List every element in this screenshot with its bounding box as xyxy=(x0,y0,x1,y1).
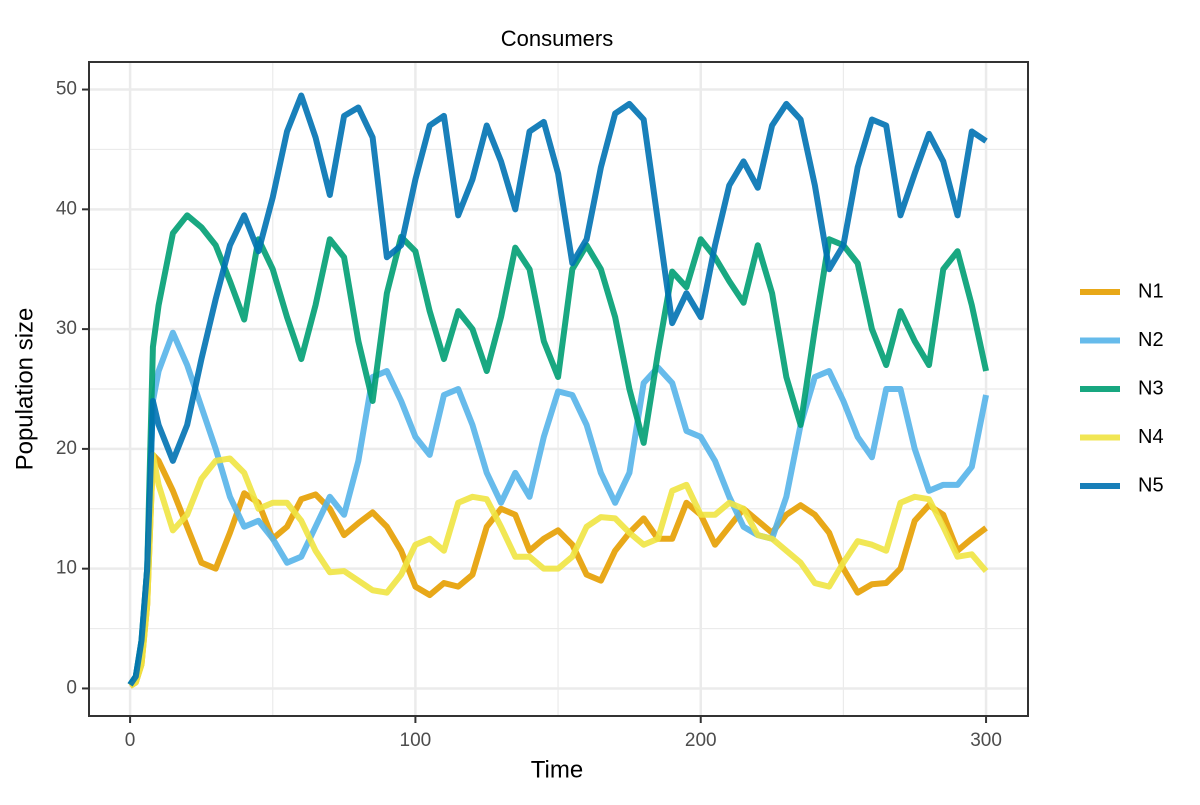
panel-border xyxy=(88,61,1029,717)
legend-label: N2 xyxy=(1138,329,1164,351)
series-line xyxy=(128,451,989,689)
legend-label: N4 xyxy=(1138,426,1164,448)
x-tick-label: 200 xyxy=(685,730,717,751)
x-tick-label: 300 xyxy=(970,730,1002,751)
series-line xyxy=(127,329,989,687)
y-tick-label: 30 xyxy=(56,318,77,339)
y-tick-label: 50 xyxy=(56,79,77,100)
x-tick-label: 0 xyxy=(125,730,136,751)
y-tick-label: 40 xyxy=(56,198,77,219)
legend: N1 N2 N3 N4 N5 xyxy=(1080,280,1164,496)
y-axis-title: Population size xyxy=(11,308,38,471)
y-tick-label: 20 xyxy=(56,438,77,459)
y-tick-label: 10 xyxy=(56,558,77,579)
x-tick-label: 100 xyxy=(400,730,432,751)
legend-label: N3 xyxy=(1138,377,1164,399)
plot-lines xyxy=(127,92,989,689)
series-line xyxy=(127,212,989,687)
legend-label: N5 xyxy=(1138,474,1164,496)
axes: 0 100 200 300 0 10 20 30 40 50 xyxy=(56,79,1002,751)
y-tick-label: 0 xyxy=(66,677,77,698)
x-axis-title: Time xyxy=(531,756,583,783)
series-line xyxy=(127,92,988,687)
chart-title: Consumers xyxy=(501,26,613,51)
legend-label: N1 xyxy=(1138,280,1164,302)
